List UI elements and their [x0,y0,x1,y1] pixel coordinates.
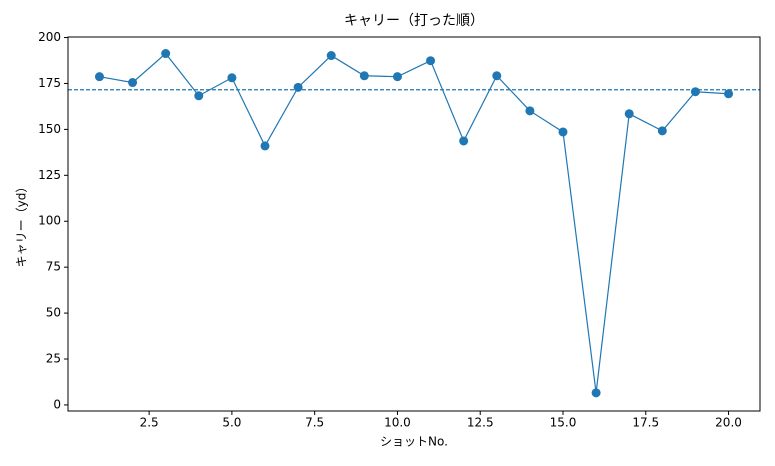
data-point [392,72,402,82]
data-point [459,136,469,146]
data-point [359,71,369,81]
y-tick-label: 50 [46,306,61,320]
data-point [293,82,303,92]
x-tick-label: 15.0 [550,416,577,430]
data-line [99,52,729,393]
data-point [161,49,171,59]
data-point [128,78,138,88]
x-tick-label: 5.0 [222,416,241,430]
y-tick-label: 125 [38,168,61,182]
plot-frame [67,36,761,412]
data-point [94,72,104,82]
data-point [492,71,502,81]
data-point [591,388,601,398]
y-axis-label: キャリー（yd） [15,181,29,268]
data-point [426,56,436,66]
y-tick-label: 175 [38,76,61,90]
y-tick-label: 0 [53,397,61,411]
x-tick-label: 20.0 [715,416,742,430]
data-point [260,141,270,151]
x-tick-label: 10.0 [384,416,411,430]
data-point [227,73,237,83]
data-point [690,87,700,97]
x-tick-label: 17.5 [632,416,659,430]
x-tick-label: 12.5 [467,416,494,430]
y-tick-label: 75 [46,260,61,274]
y-tick-label: 25 [46,352,61,366]
x-tick-label: 2.5 [140,416,159,430]
data-point [657,126,667,136]
chart-title: キャリー（打った順） [344,12,484,29]
y-tick-label: 100 [38,214,61,228]
data-point [194,91,204,101]
y-tick-label: 200 [38,30,61,44]
data-point [724,89,734,99]
data-point [558,127,568,137]
y-tick-label: 150 [38,122,61,136]
data-point [525,106,535,116]
data-point [326,51,336,61]
x-tick-label: 7.5 [305,416,324,430]
x-axis-label: ショットNo. [380,435,448,449]
data-point [624,109,634,119]
